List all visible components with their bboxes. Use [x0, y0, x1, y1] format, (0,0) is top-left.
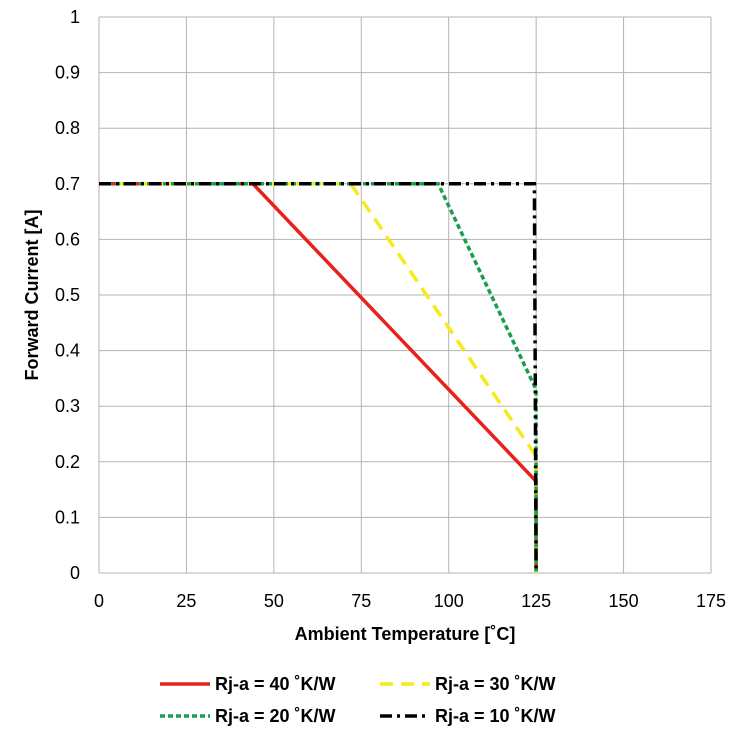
y-tick-label: 1	[70, 7, 80, 27]
y-axis-title: Forward Current [A]	[22, 210, 42, 381]
y-tick-label: 0.1	[55, 507, 80, 527]
y-tick-label: 0.4	[55, 341, 80, 361]
tick-labels: 0 25 50 75 100 125 150 175 0 0.1 0.2 0.3 0.4 0.5 0.6 0.…	[55, 7, 726, 611]
series-layer	[99, 182, 538, 574]
series-line-4	[99, 182, 538, 574]
grid	[98, 16, 712, 574]
y-tick-label: 0.2	[55, 452, 80, 472]
x-tick-label: 100	[434, 591, 464, 611]
x-tick-label: 75	[351, 591, 371, 611]
series-line-1	[99, 182, 538, 573]
x-tick-label: 0	[94, 591, 104, 611]
y-tick-label: 0.5	[55, 285, 80, 305]
y-tick-label: 0.6	[55, 229, 80, 249]
series-line-2	[99, 182, 538, 573]
legend: Rj-a = 40 ˚K/W Rj-a = 30 ˚K/W Rj-a = 20 ˚K…	[160, 674, 556, 726]
legend-label-3: Rj-a = 20 ˚K/W	[215, 706, 336, 726]
y-tick-label: 0.7	[55, 174, 80, 194]
x-tick-label: 50	[264, 591, 284, 611]
x-axis-title: Ambient Temperature [˚C]	[295, 624, 516, 644]
x-tick-label: 175	[696, 591, 726, 611]
legend-label-4: Rj-a = 10 ˚K/W	[435, 706, 556, 726]
x-tick-label: 25	[176, 591, 196, 611]
x-tick-label: 125	[521, 591, 551, 611]
y-tick-label: 0.8	[55, 118, 80, 138]
x-tick-label: 150	[609, 591, 639, 611]
legend-label-1: Rj-a = 40 ˚K/W	[215, 674, 336, 694]
y-tick-label: 0.9	[55, 63, 80, 83]
y-tick-label: 0.3	[55, 396, 80, 416]
legend-label-2: Rj-a = 30 ˚K/W	[435, 674, 556, 694]
y-tick-label: 0	[70, 563, 80, 583]
series-line-3	[99, 182, 538, 573]
